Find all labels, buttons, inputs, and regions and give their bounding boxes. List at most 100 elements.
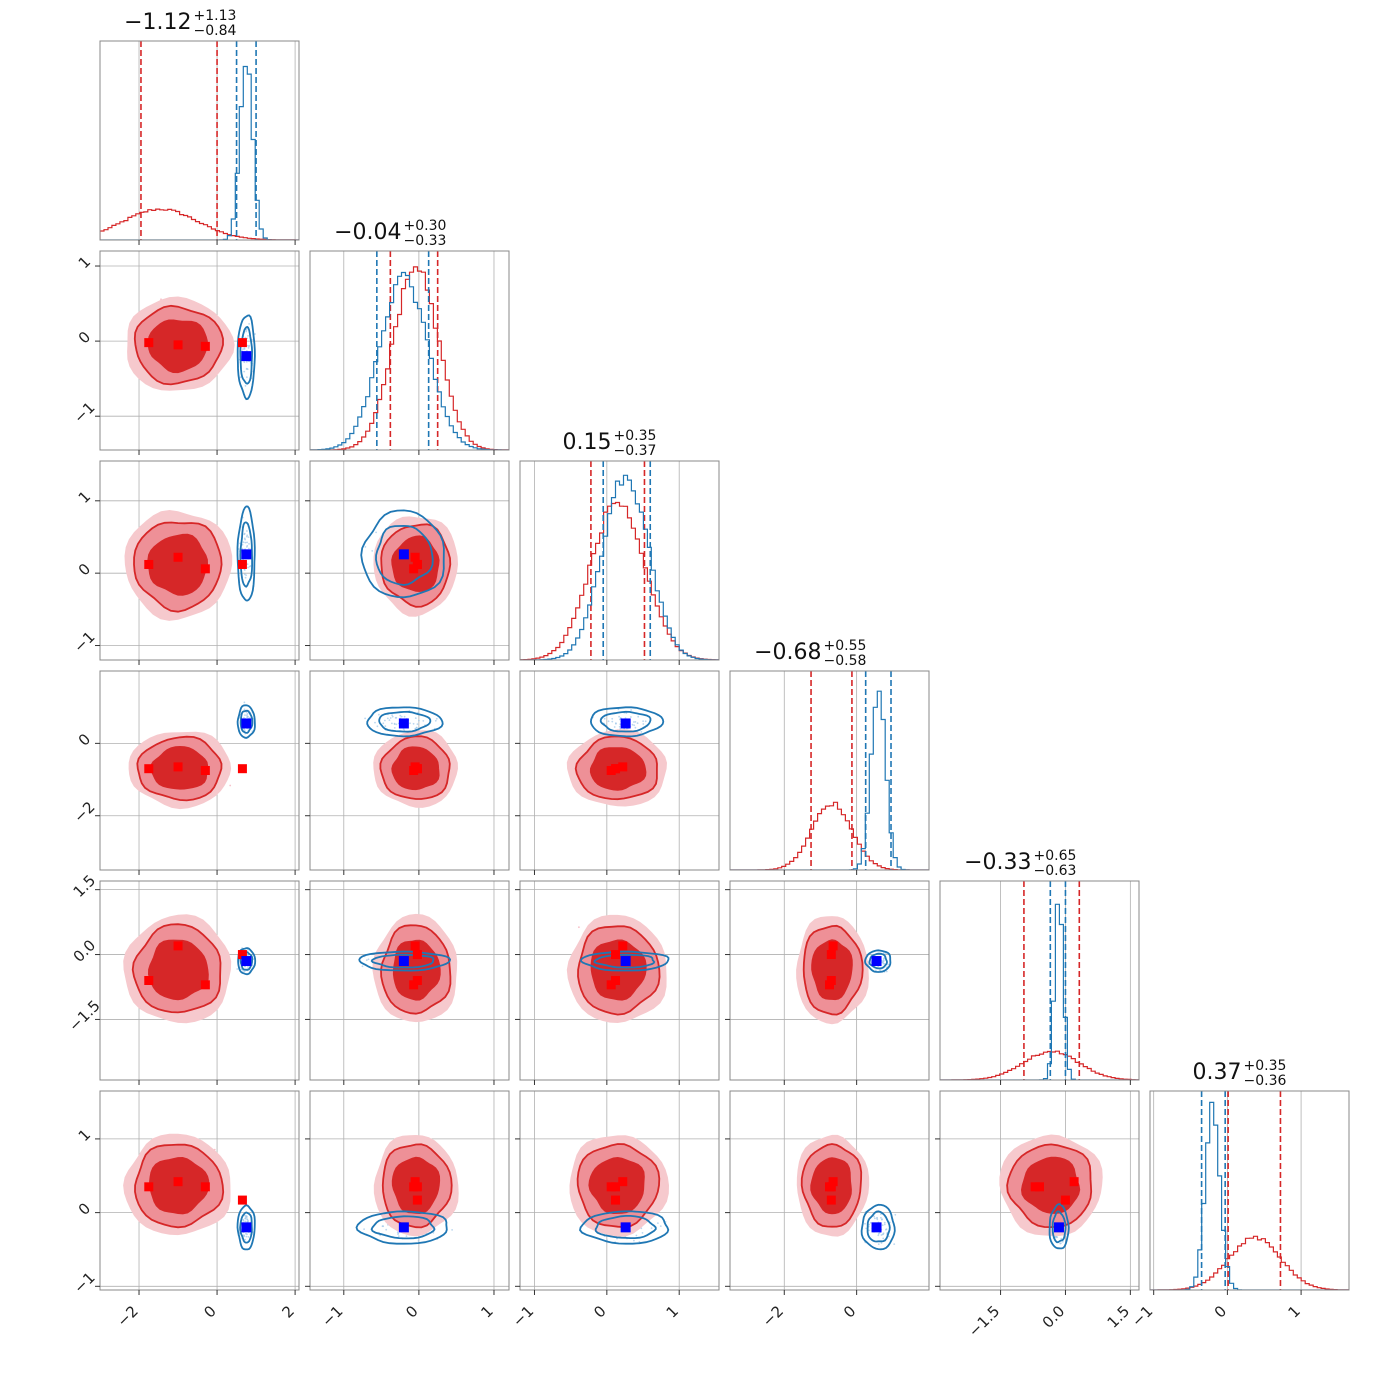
red-marker [173,941,183,951]
x-tick-label: −1 [1128,1302,1156,1330]
blue-sample-point [384,725,387,728]
blue-marker [241,351,252,362]
blue-sample-point [244,1217,247,1220]
blue-histogram [940,903,1139,1080]
title-plus: +0.55 [824,638,867,654]
blue-contour-outer [860,1203,896,1251]
blue-sample-point [244,714,246,716]
y-tick-label: 0 [75,1199,94,1218]
blue-sample-point [633,724,636,727]
blue-sample-point [364,717,366,720]
red-marker [237,950,247,960]
red-marker [173,340,183,350]
blue-sample-point [384,719,386,722]
panel-frame [519,1090,720,1291]
blue-sample-point [244,1220,247,1223]
blue-sample-point [877,1234,880,1237]
y-tick-label: −1 [70,398,98,426]
blue-sample-point [611,720,614,723]
title-value: −0.68 [754,640,821,665]
blue-sample-point [405,1235,408,1237]
blue-sample-point [894,1213,897,1216]
blue-sample-point [883,1221,886,1224]
blue-sample-point [883,952,885,954]
blue-sample-point [865,1227,868,1230]
blue-sample-point [657,1222,659,1224]
x-tick-label: 0.0 [1039,1302,1069,1332]
blue-sample-point [659,1225,662,1227]
blue-sample-point [882,1237,885,1240]
red-marker [144,764,154,774]
blue-sample-point [247,966,249,968]
blue-sample-point [246,1233,248,1236]
red-marker [618,941,628,951]
blue-marker [241,549,252,560]
blue-sample-point [873,1215,875,1218]
y-tick-label: 1 [75,1126,94,1145]
blue-sample-point [633,1239,635,1242]
red-marker [828,941,838,951]
blue-contour-outer [358,950,452,972]
red-marker [200,766,210,775]
blue-sample-point [245,361,248,363]
blue-sample-point [375,531,377,534]
y-tick-label: 1 [75,488,94,507]
blue-sample-point [880,1213,882,1215]
title-value: −0.33 [964,850,1031,875]
red-marker [618,762,628,772]
blue-sample-point [613,726,616,728]
blue-sample-point [611,717,614,720]
blue-sample-point [242,970,245,972]
pair-panel-4-1 [305,880,510,1085]
blue-sample-point [618,725,621,728]
blue-histogram [310,271,509,450]
title-minus: −0.36 [1244,1073,1287,1089]
blue-sample-point [619,723,622,725]
blue-marker [620,956,631,967]
x-tick-label: −2 [759,1302,787,1330]
red-marker [412,950,422,960]
blue-sample-point [868,1229,870,1232]
panel-frame [309,880,510,1081]
blue-sample-point [248,345,250,348]
red-marker [173,552,183,562]
red-marker [237,1195,247,1205]
red-marker [409,980,419,990]
x-tick-label: 0 [590,1302,609,1321]
blue-sample-point [247,566,249,569]
title-plus: +0.35 [614,428,657,444]
blue-sample-point [393,723,396,725]
blue-marker [398,956,409,967]
blue-contour-outer [579,1210,670,1245]
red-contour-inner [811,939,853,1001]
blue-sample-point [415,726,418,729]
blue-marker [1053,1222,1064,1233]
blue-contour-outer [1048,1203,1070,1250]
blue-sample-point [243,970,246,973]
blue-sample-point [397,1235,400,1237]
blue-sample-point [399,714,402,717]
x-tick-label: 0 [1211,1302,1230,1321]
blue-sample-point [879,969,882,972]
blue-sample-point [247,335,249,337]
blue-sample-point [881,961,883,964]
marginal-panel-3 [729,670,930,875]
title-minus: −0.63 [1034,863,1077,879]
red-marker [410,1177,420,1187]
blue-sample-point [242,1219,245,1222]
red-marker [826,1195,836,1205]
panel-frame [99,880,300,1081]
red-marker [410,941,420,951]
red-histogram [730,801,929,870]
y-tick-label: 0 [75,730,94,749]
blue-contour-inner [239,521,253,588]
blue-contour-inner [370,1215,436,1240]
pair-panel-4-2 [515,880,720,1085]
blue-marker [241,1222,252,1233]
blue-sample-point [400,715,403,718]
red-marker [606,1182,616,1192]
blue-sample-point [417,1240,420,1242]
blue-contour-inner [599,710,652,733]
blue-sample-point [243,1235,246,1238]
panel-frame [309,1090,510,1291]
